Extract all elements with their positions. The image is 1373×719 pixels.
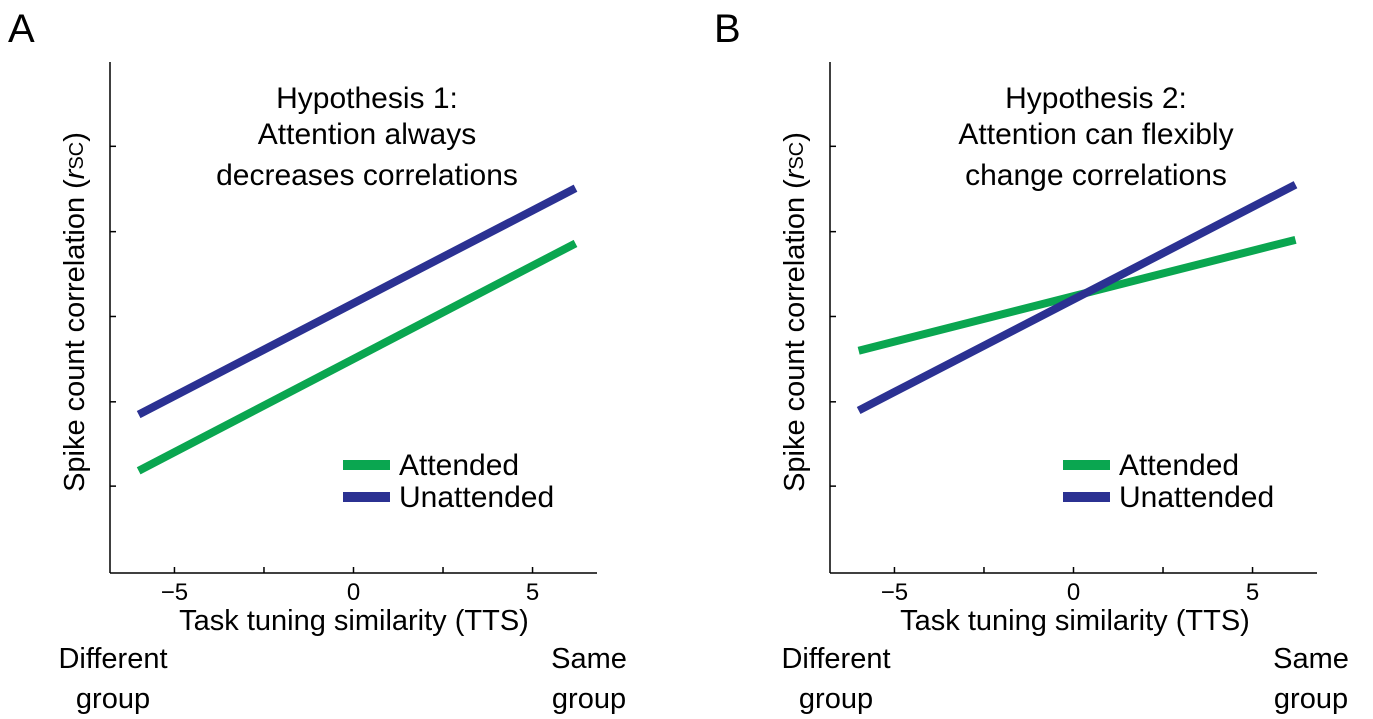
x-tick-label: 5	[1246, 579, 1259, 606]
legend-label-unattended: Unattended	[1119, 481, 1274, 514]
series-line-unattended	[136, 184, 578, 419]
legend-label-unattended: Unattended	[399, 481, 554, 514]
panel-a: A Hypothesis 1: Attention always decreas…	[8, 7, 627, 715]
x-tick-label: 0	[347, 579, 360, 606]
y-axis-label-b: Spike count correlation (rSC)	[779, 132, 811, 492]
annotation-line-3: change correlations	[965, 159, 1227, 192]
legend-label-attended: Attended	[1119, 449, 1239, 482]
right-end-label-line-2: group	[1274, 683, 1348, 715]
series-line-unattended	[856, 181, 1298, 415]
left-end-label-line-1: Different	[58, 643, 167, 675]
legend-b: Attended Unattended	[1063, 449, 1274, 514]
axes-a: −5 0 5	[109, 62, 597, 606]
panel-label-b: B	[714, 7, 741, 51]
left-end-label-line-2: group	[799, 683, 873, 715]
axes-b: −5 0 5	[829, 62, 1317, 606]
x-tick-label: −5	[161, 579, 188, 606]
series-b	[856, 181, 1298, 415]
panel-label-a: A	[8, 7, 35, 51]
annotation-line-1: Hypothesis 1:	[276, 82, 458, 115]
panel-b: B Hypothesis 2: Attention can flexibly c…	[714, 7, 1349, 715]
annotation-line-1: Hypothesis 2:	[1005, 82, 1187, 115]
annotation-line-3: decreases correlations	[216, 159, 518, 192]
series-line-attended	[136, 239, 578, 475]
left-end-label-line-1: Different	[781, 643, 890, 675]
x-axis-label-b: Task tuning similarity (TTS)	[900, 605, 1250, 637]
hypothesis-annotation-b: Hypothesis 2: Attention can flexibly cha…	[958, 82, 1233, 192]
right-end-label-line-1: Same	[1273, 643, 1349, 675]
annotation-line-2: Attention can flexibly	[958, 118, 1233, 151]
legend-a: Attended Unattended	[343, 449, 554, 514]
x-tick-label: 5	[526, 579, 539, 606]
right-end-label-line-2: group	[552, 683, 626, 715]
legend-label-attended: Attended	[399, 449, 519, 482]
left-end-label-line-2: group	[76, 683, 150, 715]
y-axis-label-a: Spike count correlation (rSC)	[59, 132, 91, 492]
series-a	[136, 184, 578, 475]
x-tick-label: −5	[881, 579, 908, 606]
annotation-line-2: Attention always	[258, 118, 476, 151]
end-labels-a: Different group Same group	[58, 643, 626, 715]
right-end-label-line-1: Same	[551, 643, 627, 675]
end-labels-b: Different group Same group	[781, 643, 1348, 715]
x-tick-label: 0	[1067, 579, 1080, 606]
hypothesis-annotation-a: Hypothesis 1: Attention always decreases…	[216, 82, 518, 192]
x-axis-label-a: Task tuning similarity (TTS)	[179, 605, 529, 637]
